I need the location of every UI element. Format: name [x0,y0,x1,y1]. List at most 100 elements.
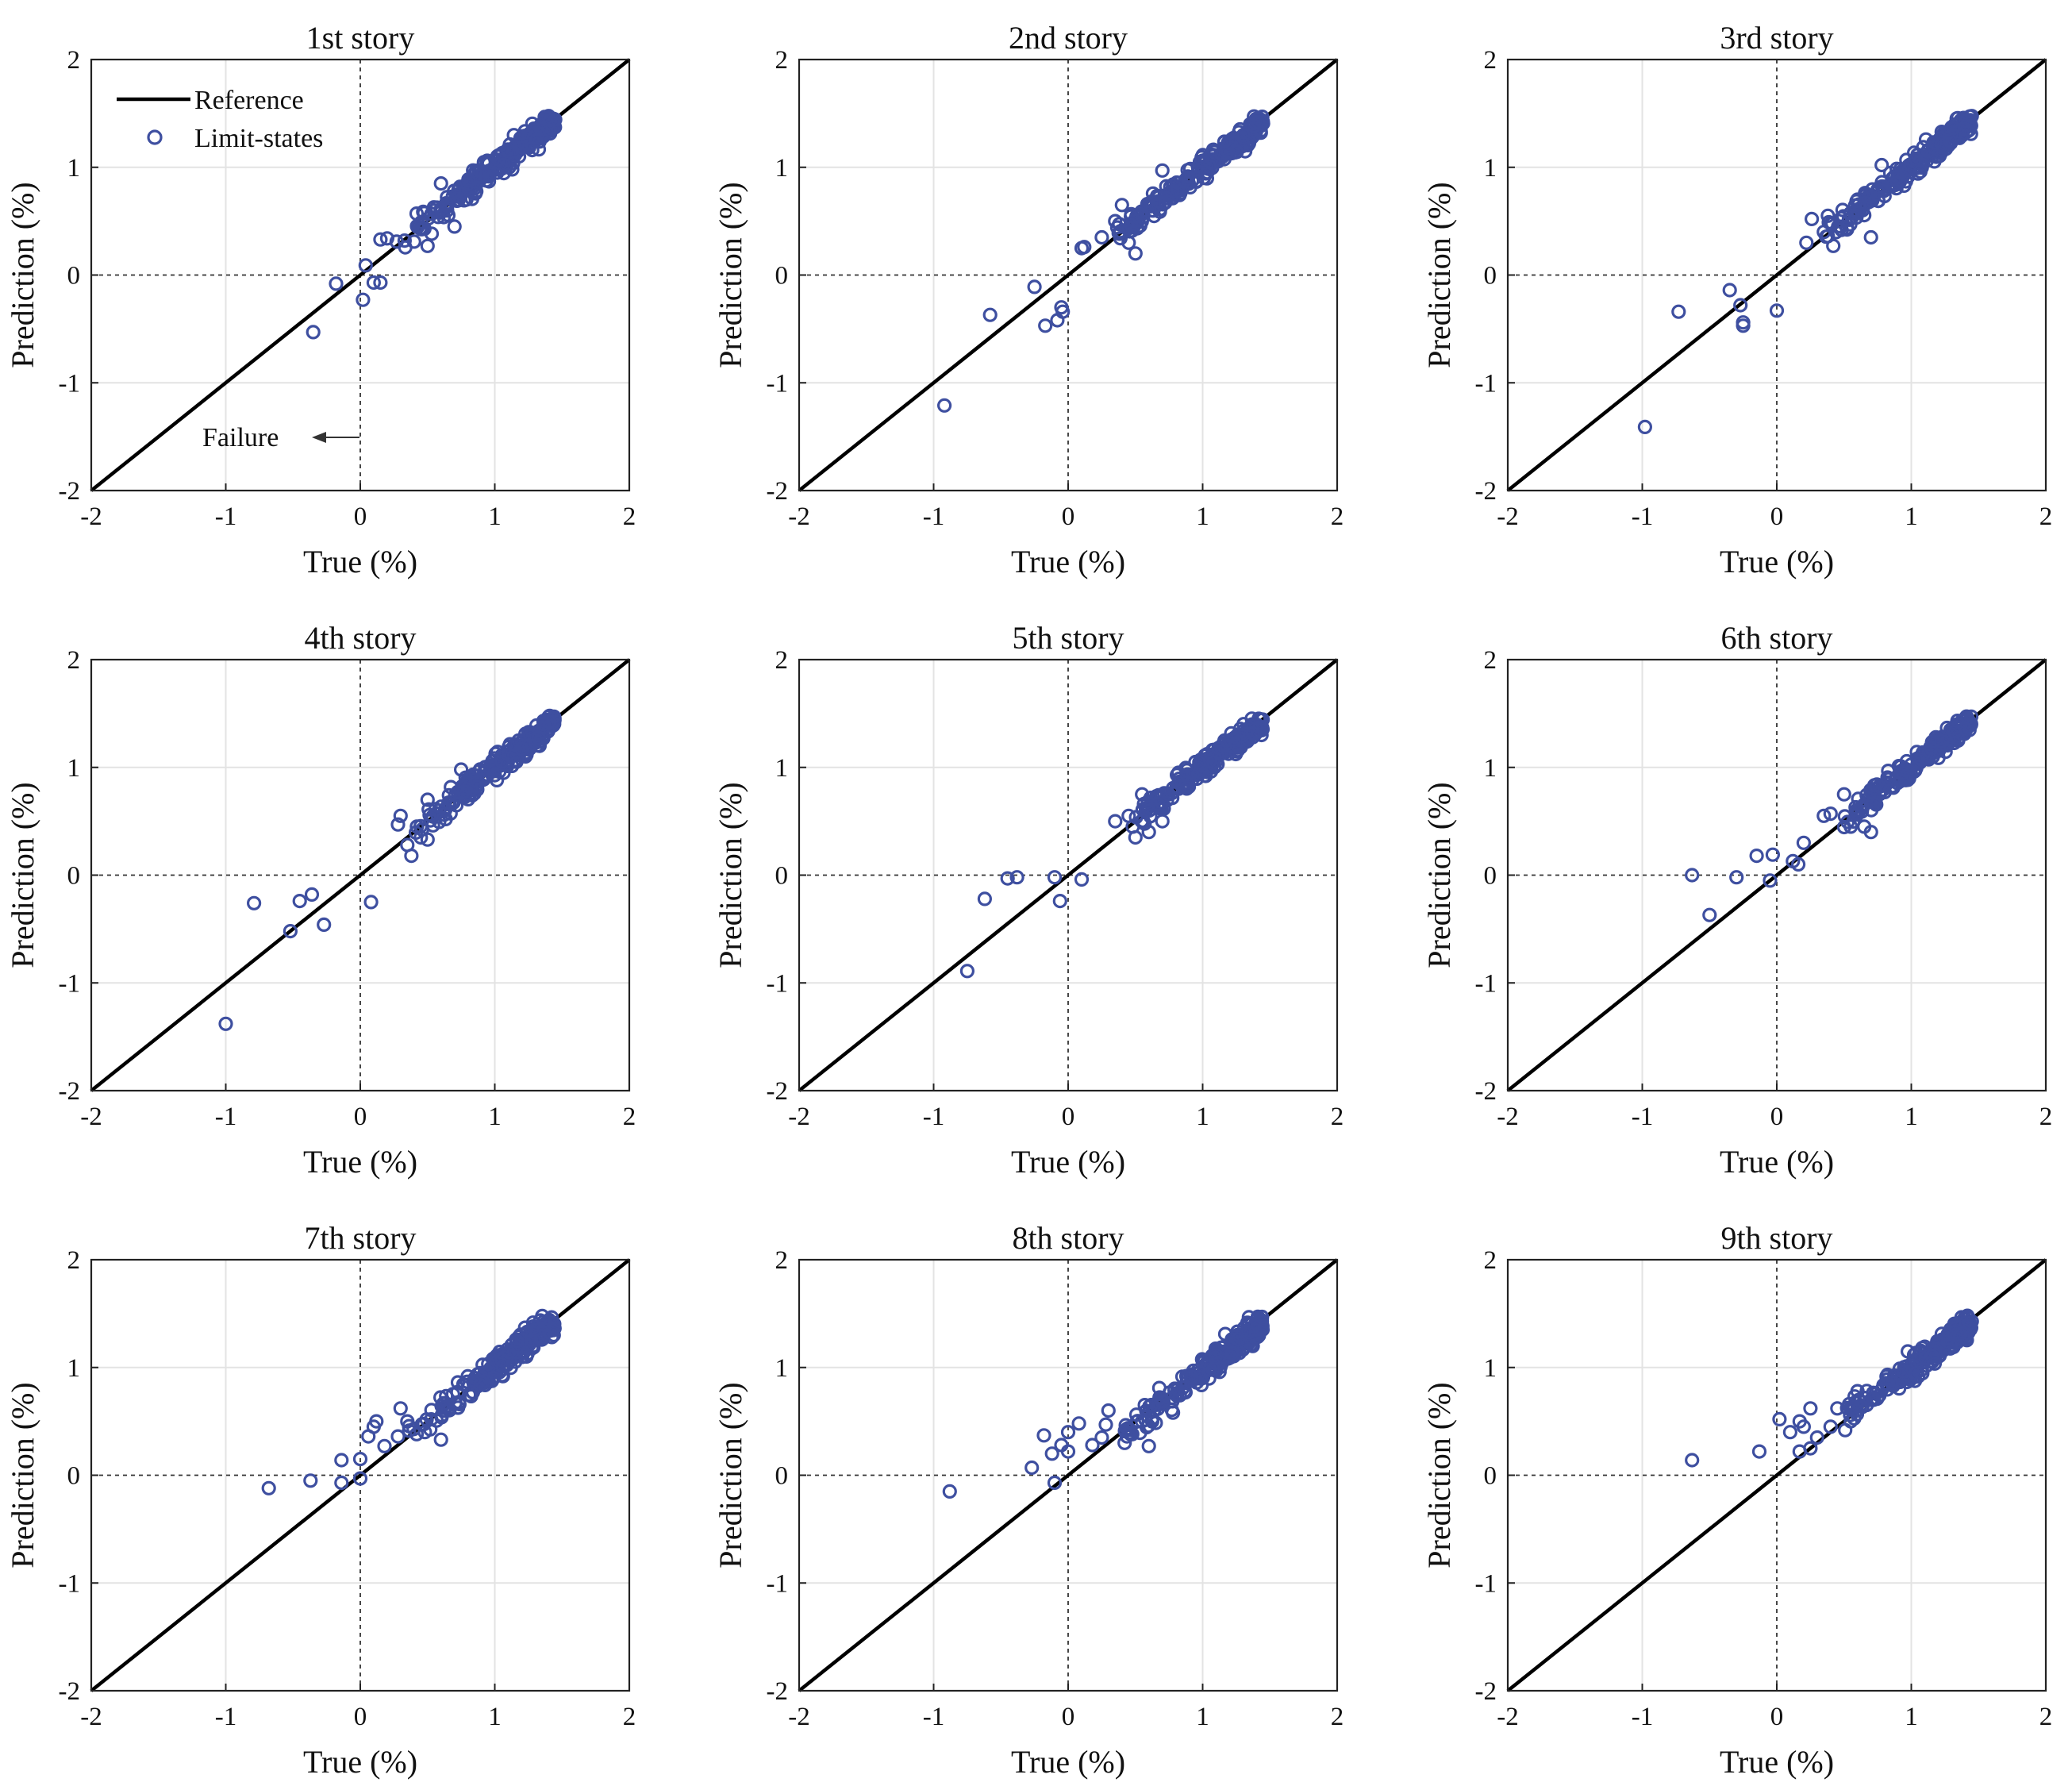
data-point [377,1438,392,1453]
y-axis-label: Prediction (%) [5,182,40,368]
y-tick-label: -2 [767,1077,789,1106]
data-point [1211,741,1226,756]
data-point [1101,1403,1116,1418]
y-tick-label: 2 [67,46,81,75]
data-point [475,1376,490,1391]
data-point [1000,871,1015,886]
y-tick-label: -1 [59,1569,81,1598]
y-axis-label: Prediction (%) [1421,1382,1457,1568]
data-point [1918,1350,1933,1366]
y-tick-label: 0 [1484,862,1497,891]
data-point [1849,1403,1864,1418]
data-point [373,275,388,291]
subplot-1: -2 -1 0 1 2 -2 -1 0 1 2 1st story True (%) Predictio… [5,20,636,579]
failure-annotation: Failure [202,423,279,452]
data-point [1169,175,1185,191]
y-tick-label: -1 [767,369,789,398]
data-point [292,893,307,909]
data-point [1834,222,1849,237]
x-tick-label: -1 [923,1103,945,1131]
data-point [977,891,993,906]
data-point [1111,225,1126,241]
data-point [1047,1475,1063,1491]
data-point [1874,179,1889,194]
data-point [461,173,476,188]
data-point [1892,772,1907,787]
data-point [1055,304,1071,319]
data-point [1195,153,1210,168]
data-point [1060,1444,1076,1459]
data-point [506,156,521,171]
data-point [1208,1350,1223,1365]
data-point [1803,1401,1818,1416]
data-point [982,307,998,322]
data-point [433,799,449,814]
data-point [531,730,546,745]
x-tick-label: 1 [1196,502,1209,531]
data-point [334,1475,349,1491]
subplot-title: 8th story [1012,1220,1124,1256]
data-point [1230,1332,1246,1347]
data-point [1164,1403,1179,1418]
data-point [420,238,435,253]
data-point [304,887,320,903]
x-tick-label: 1 [488,1703,502,1731]
data-point [1141,1438,1156,1453]
data-point [1863,825,1878,840]
data-point [1074,872,1090,887]
data-point [1866,778,1882,793]
data-point [548,112,563,127]
data-point [513,140,529,155]
data-point [1150,796,1166,811]
y-tick-label: 1 [775,1354,789,1383]
data-point [433,176,448,191]
data-point [1235,728,1250,744]
data-point [1134,204,1149,219]
data-point [1914,752,1929,767]
data-point [434,1410,449,1425]
x-tick-label: 1 [1196,1103,1209,1131]
x-tick-label: -1 [1632,1703,1654,1731]
legend-points-label: Limit-states [194,124,323,153]
x-axis-label: True (%) [303,544,417,579]
data-point [447,183,462,198]
x-tick-label: 2 [2039,1103,2053,1131]
data-point [527,1322,542,1338]
data-point [1796,1419,1811,1434]
data-point [1170,1381,1186,1396]
data-point [390,1429,406,1444]
y-axis-label: Prediction (%) [5,782,40,968]
y-tick-label: 1 [1484,154,1497,183]
data-point [1912,164,1928,179]
x-tick-label: -1 [215,1103,237,1131]
data-point [1769,303,1785,318]
y-tick-label: 1 [775,154,789,183]
x-tick-label: 2 [623,1103,636,1131]
data-point [1036,1428,1051,1443]
data-point [393,808,408,823]
data-point [417,1416,432,1432]
data-point [261,1480,276,1495]
subplot-4: -2 -1 0 1 2 -2 -1 0 1 2 4th story True (%) Predictio… [5,620,636,1180]
y-tick-label: -2 [1475,477,1497,506]
data-point [1205,755,1221,770]
data-point [390,817,406,832]
data-point [1836,787,1851,802]
data-point [1178,775,1194,791]
x-tick-label: 2 [1331,1703,1344,1731]
y-tick-label: 1 [1484,1354,1497,1383]
data-point [1171,183,1186,198]
data-point [541,123,557,138]
subplot-3: -2 -1 0 1 2 -2 -1 0 1 2 3rd story True (%) Predictio… [1421,20,2052,579]
data-point [1911,1349,1926,1364]
data-point [409,218,425,233]
x-tick-label: 0 [354,502,367,531]
failure-arrow-icon [312,432,326,443]
data-point [1733,298,1748,313]
data-point [1098,1417,1113,1432]
data-point [1184,1369,1199,1384]
data-point [1851,197,1866,212]
data-point [1114,198,1129,213]
legend-reference-label: Reference [194,86,304,115]
data-point [409,1426,425,1442]
